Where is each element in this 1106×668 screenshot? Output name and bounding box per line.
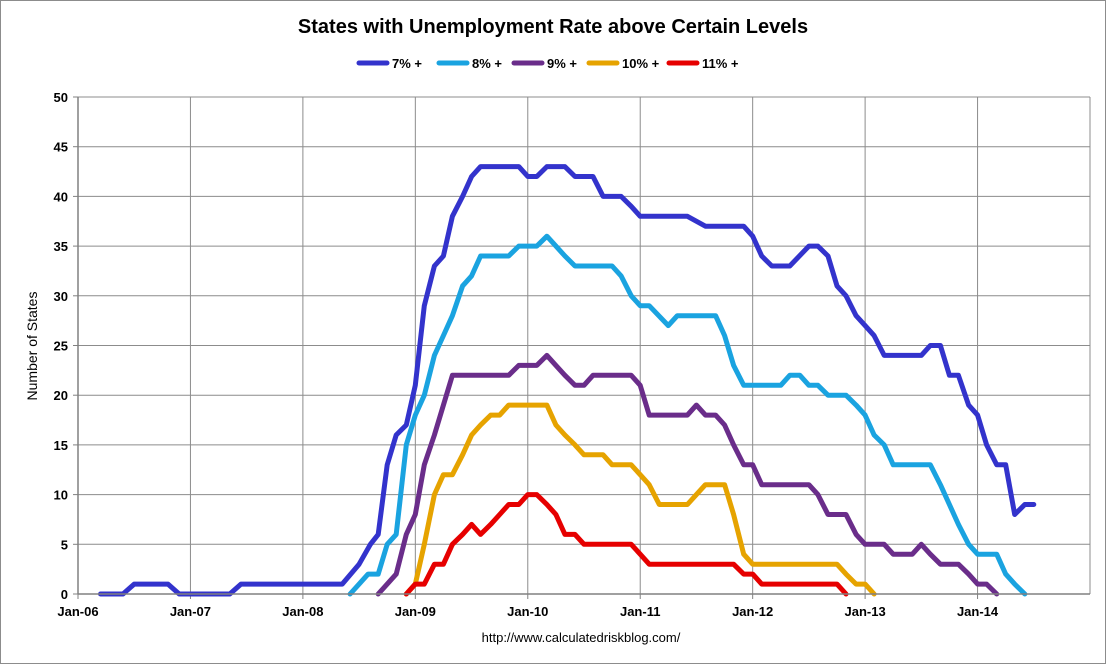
x-tick-label: Jan-12 — [732, 604, 773, 619]
legend-label-5: 11% + — [702, 56, 739, 71]
x-axis-ticks: Jan-06 Jan-07 Jan-08 Jan-09 Jan-10 Jan-11 Jan-… — [57, 594, 999, 619]
y-tick-label: 45 — [54, 140, 68, 155]
x-tick-label: Jan-10 — [507, 604, 548, 619]
axes — [77, 97, 1090, 595]
series-lines — [98, 164, 1037, 597]
x-tick-label: Jan-09 — [395, 604, 436, 619]
y-tick-label: 35 — [54, 239, 68, 254]
y-axis-label: Number of States — [24, 292, 40, 401]
y-tick-label: 0 — [61, 587, 68, 602]
series-line-3 — [375, 352, 1000, 597]
series-line-4 — [403, 402, 877, 597]
y-tick-label: 15 — [54, 438, 68, 453]
series-line-2 — [347, 233, 1028, 597]
chart-title: States with Unemployment Rate above Cert… — [298, 16, 808, 38]
legend-label-3: 9% + — [547, 56, 577, 71]
y-tick-label: 10 — [54, 488, 68, 503]
y-tick-label: 20 — [54, 388, 68, 403]
y-tick-label: 40 — [54, 189, 68, 204]
y-tick-label: 50 — [54, 90, 68, 105]
legend-label-1: 7% + — [392, 56, 422, 71]
y-tick-label: 30 — [54, 289, 68, 304]
series-line-5 — [403, 492, 849, 597]
legend-label-2: 8% + — [472, 56, 502, 71]
x-tick-label: Jan-07 — [170, 604, 211, 619]
x-tick-label: Jan-13 — [845, 604, 886, 619]
grid — [77, 96, 1091, 594]
x-tick-label: Jan-14 — [957, 604, 999, 619]
source-url: http://www.calculatedriskblog.com/ — [482, 630, 681, 645]
y-tick-label: 25 — [54, 339, 68, 354]
x-tick-label: Jan-11 — [620, 604, 660, 619]
legend-label-4: 10% + — [622, 56, 660, 71]
legend: 7% + 8% + 9% + 10% + 11% + — [356, 56, 739, 71]
x-tick-label: Jan-06 — [57, 604, 98, 619]
y-tick-label: 5 — [61, 537, 68, 552]
y-axis-ticks: 0 5 10 15 20 25 30 35 40 45 50 — [54, 90, 78, 602]
x-tick-label: Jan-08 — [282, 604, 323, 619]
series-line-1 — [98, 164, 1037, 597]
